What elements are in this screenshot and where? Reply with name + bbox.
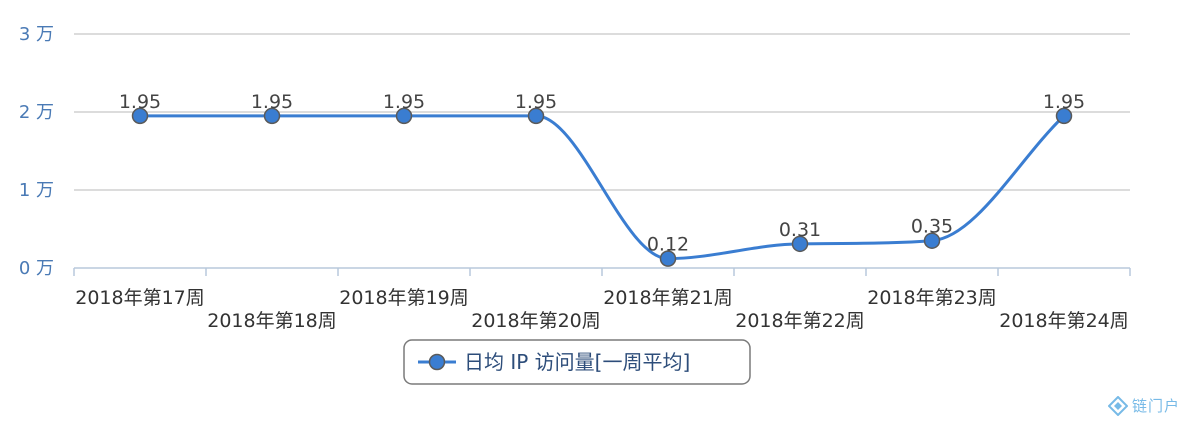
legend-marker	[428, 353, 446, 371]
grid-lines	[74, 33, 1130, 191]
data-point[interactable]	[659, 250, 677, 267]
legend[interactable]: 日均 IP 访问量[一周平均]	[403, 339, 751, 385]
data-label: 1.95	[515, 91, 557, 113]
x-tick-label: 2018年第24周	[999, 310, 1129, 332]
x-tick-label: 2018年第19周	[339, 287, 469, 309]
data-point[interactable]	[791, 235, 809, 253]
legend-label[interactable]: 日均 IP 访问量[一周平均]	[464, 350, 690, 374]
data-point[interactable]	[131, 107, 149, 125]
data-label: 1.95	[251, 91, 293, 113]
y-tick-label: 3 万	[19, 24, 54, 45]
data-point[interactable]	[395, 107, 413, 125]
x-tick-label: 2018年第20周	[471, 310, 601, 332]
data-point[interactable]	[923, 232, 941, 249]
watermark: 链门户	[1107, 395, 1180, 416]
data-point[interactable]	[527, 107, 545, 125]
watermark-text: 链门户	[1131, 397, 1180, 415]
x-tick-label: 2018年第22周	[735, 310, 865, 332]
x-tick-label: 2018年第17周	[75, 287, 205, 309]
data-label: 1.95	[119, 91, 161, 113]
x-tick-label: 2018年第18周	[207, 310, 337, 332]
data-point[interactable]	[263, 107, 281, 125]
data-label: 0.12	[647, 234, 689, 256]
data-label: 0.31	[779, 219, 821, 241]
data-label: 1.95	[383, 91, 425, 113]
y-tick-label: 1 万	[19, 180, 54, 201]
data-label: 1.95	[1043, 91, 1085, 113]
x-tick-label: 2018年第21周	[603, 287, 733, 309]
x-axis: 2018年第17周2018年第18周2018年第19周2018年第20周2018…	[73, 267, 1131, 332]
x-tick-label: 2018年第23周	[867, 287, 997, 309]
diamond-logo-icon	[1107, 395, 1128, 416]
y-tick-label: 2 万	[19, 102, 54, 123]
data-point[interactable]	[1055, 107, 1073, 125]
y-tick-label: 0 万	[19, 258, 54, 279]
series-group	[131, 107, 1073, 267]
data-label: 0.35	[911, 216, 953, 238]
y-axis: 0 万 1 万 2 万 3 万	[19, 24, 54, 279]
legend-box	[403, 339, 751, 385]
data-labels: 1.95 1.95 1.95 1.95 0.12 0.31 0.35 1.95	[119, 91, 1085, 256]
